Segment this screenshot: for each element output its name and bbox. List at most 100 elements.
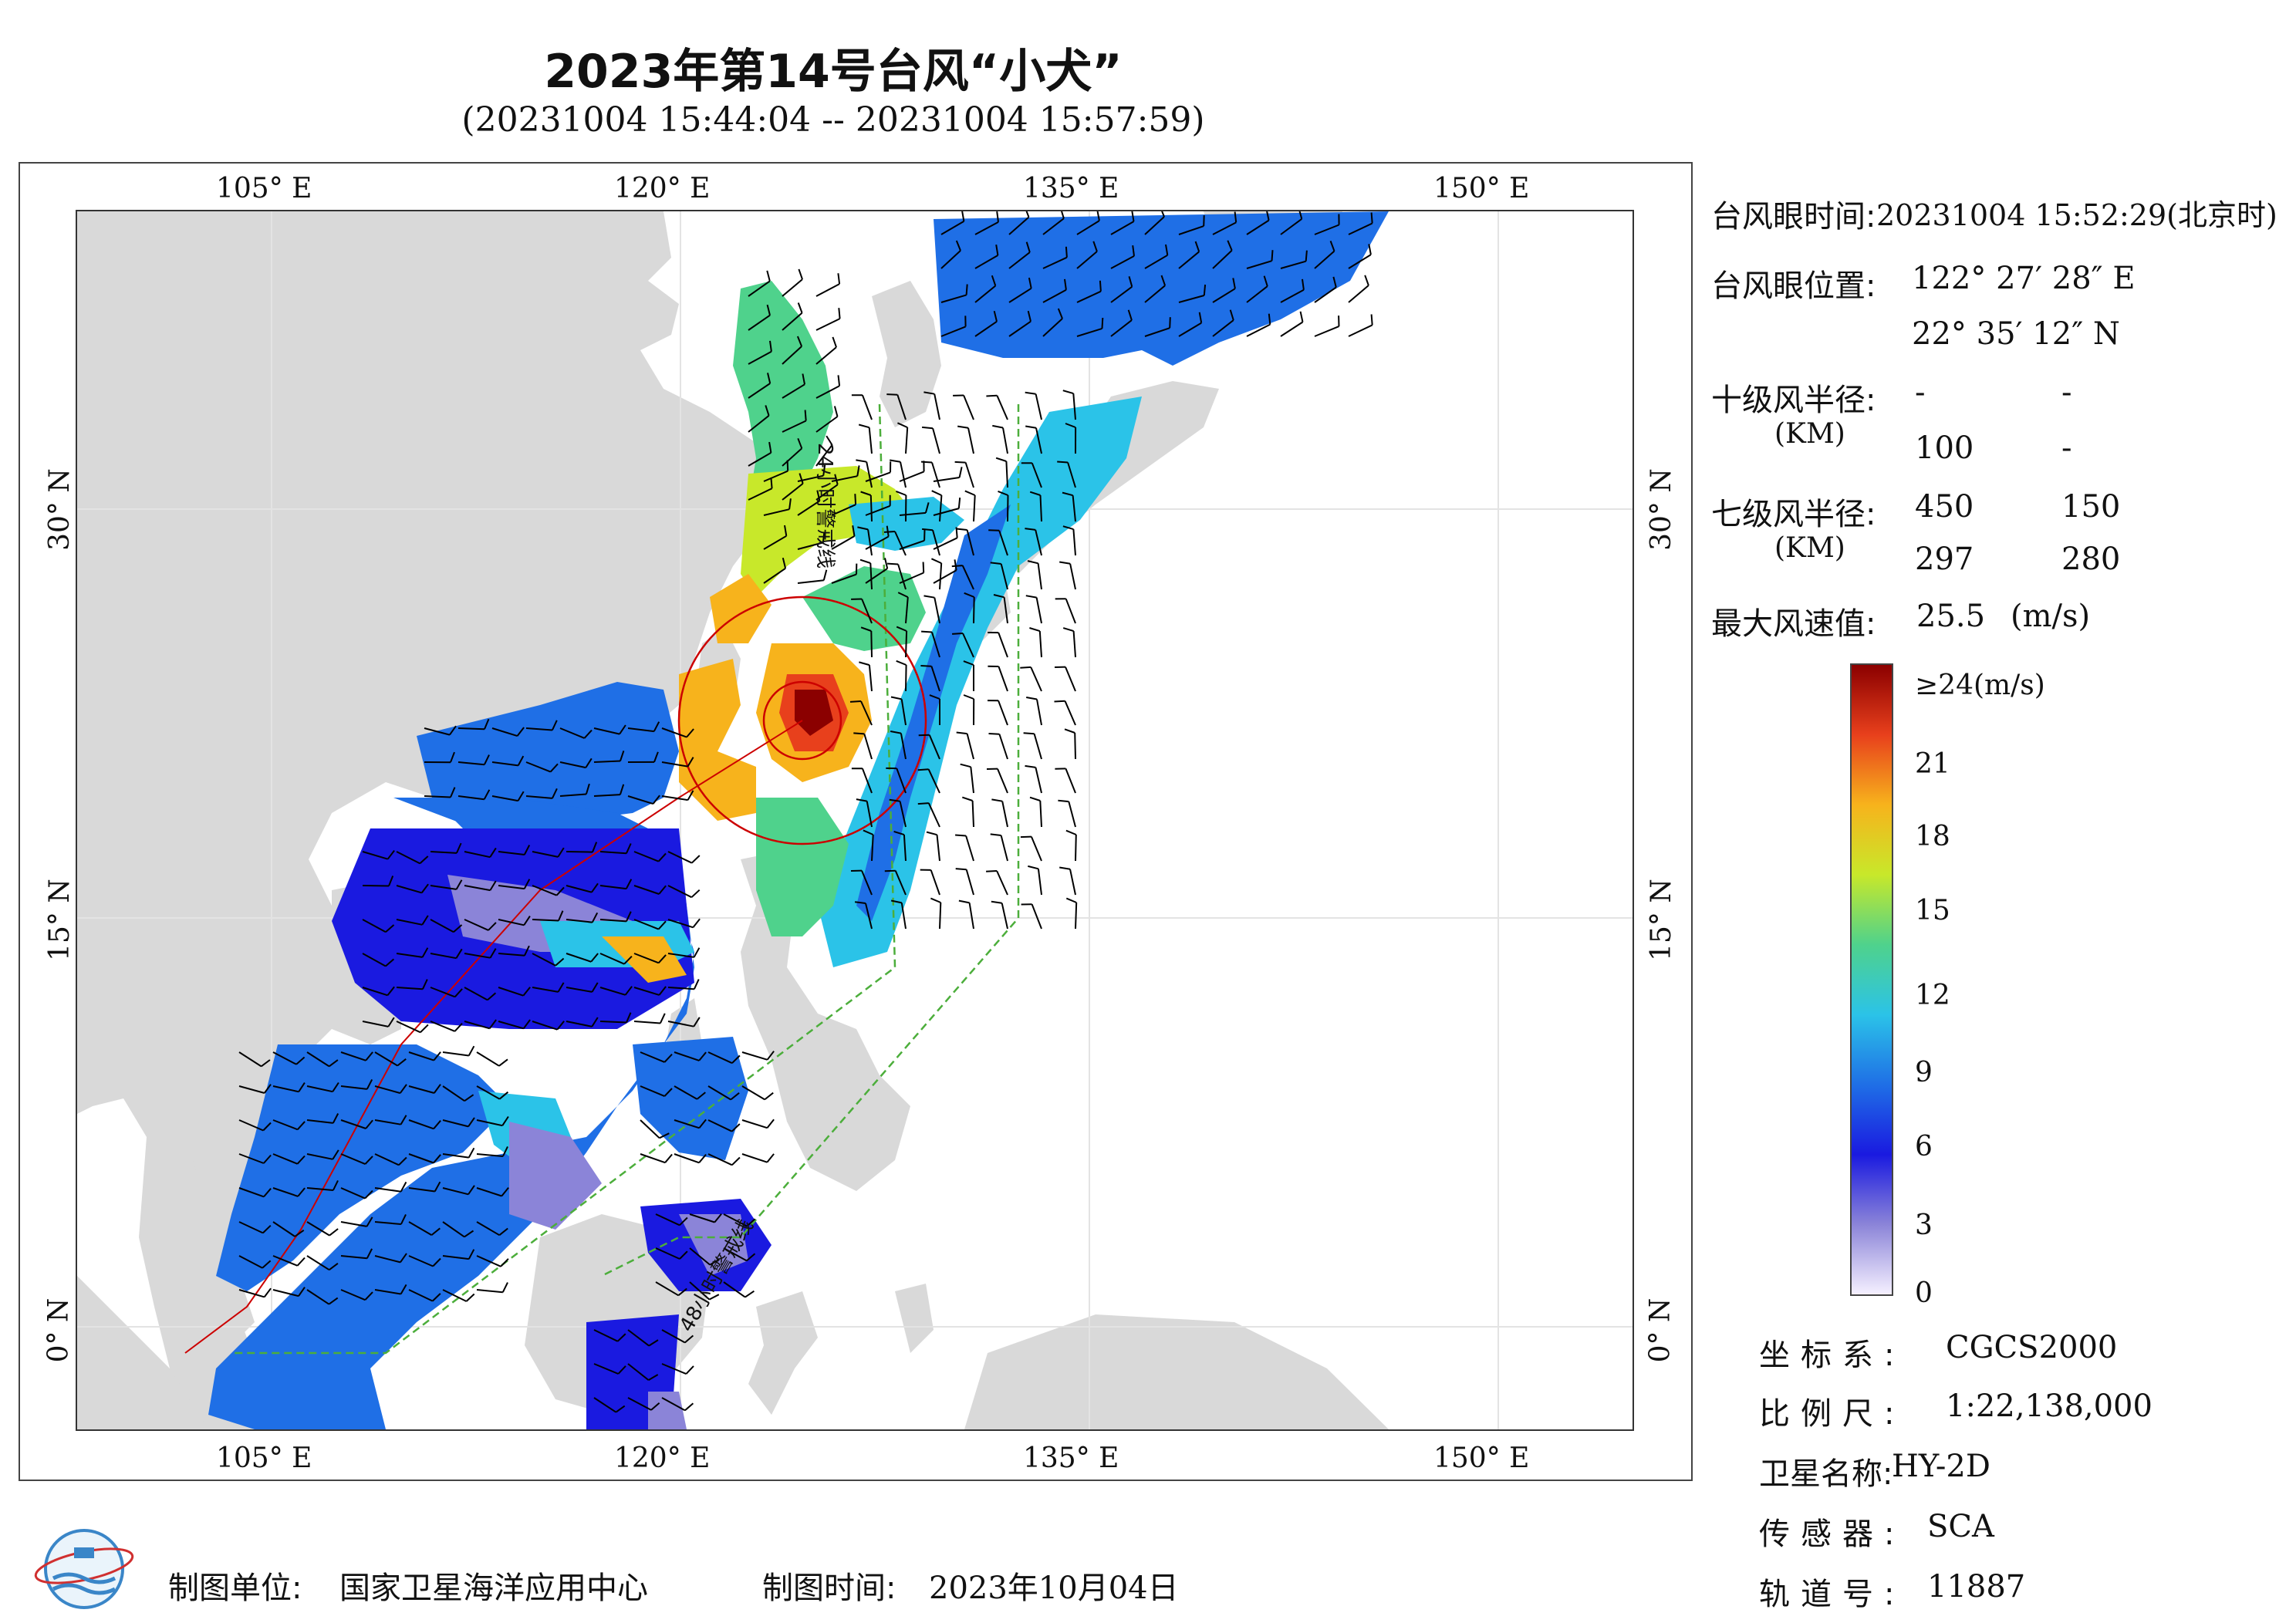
wind-barb-flag: [991, 798, 1003, 802]
wind-barb-flag: [1161, 211, 1165, 218]
wind-barb-flag: [1028, 277, 1032, 289]
wind-barb-flag: [696, 1092, 706, 1100]
wind-barb-flag: [708, 1294, 720, 1301]
sensor-value: SCA: [1927, 1509, 1994, 1544]
wind-barb-flag: [931, 490, 942, 497]
wind-barb: [865, 903, 873, 930]
scale-value: 1:22,138,000: [1946, 1388, 2152, 1424]
wind-barb: [1008, 287, 1032, 303]
wind-barb-flag: [397, 1058, 407, 1067]
wind-barb-flag: [549, 763, 559, 773]
map-frame: [19, 162, 1693, 1481]
wind-barb-flag: [766, 270, 771, 282]
wind-barb-flag: [433, 1051, 441, 1061]
wind-barb: [748, 452, 772, 467]
wind-barb: [272, 1119, 299, 1131]
wind-barb-flag: [788, 498, 792, 510]
wind-barb-flag: [650, 1402, 660, 1411]
wind-barb: [442, 1187, 469, 1196]
wind-barb-flag: [782, 557, 787, 569]
wind-barb-flag: [498, 1227, 508, 1236]
wind-barb-flag: [488, 922, 497, 931]
sensor-label: 传感器:: [1759, 1517, 1906, 1552]
wind-barb-flag: [856, 459, 867, 463]
wind-barb: [1348, 254, 1372, 269]
wind-barb: [1002, 427, 1008, 454]
wind-barb-flag: [487, 992, 497, 1001]
wind-barb: [272, 1153, 298, 1165]
wind-barb-flag: [955, 834, 967, 837]
wind-barb: [306, 1187, 333, 1191]
wind-barb: [741, 1153, 768, 1163]
producer-label: 制图单位:: [168, 1571, 302, 1606]
wind-barb-flag: [849, 700, 862, 703]
wind-barb-flag: [956, 528, 967, 531]
wind-barb: [1037, 563, 1042, 590]
wind-barb: [1031, 462, 1042, 488]
wind-barb-flag: [557, 847, 565, 858]
eye-longitude: 122° 27′ 28″ E: [1912, 261, 2136, 296]
wind-barb-flag: [1065, 829, 1077, 835]
wind-barb: [1031, 903, 1042, 930]
wind-barb-flag: [799, 473, 804, 484]
wind-barb: [362, 851, 388, 860]
wind-barb: [782, 420, 807, 433]
wind-barb: [667, 953, 694, 958]
wind-barb-flag: [693, 979, 700, 990]
wind-barb-flag: [890, 459, 901, 463]
wind-barb: [1076, 220, 1100, 235]
wind-barb: [1246, 285, 1268, 303]
wind-barb: [593, 1329, 619, 1342]
wind-barb-flag: [421, 915, 429, 926]
wind-barb-flag: [364, 1291, 373, 1301]
wind-barb-flag: [837, 273, 841, 285]
wind-barb: [1280, 260, 1306, 269]
wind-barb: [491, 795, 518, 802]
wind-barb-flag: [766, 1051, 775, 1061]
wind-barb: [763, 535, 787, 550]
wind-barb-flag: [432, 1293, 441, 1302]
wind-barb-flag: [615, 1405, 626, 1413]
wind-barb-flag: [1020, 835, 1032, 838]
wind-barb: [374, 1153, 400, 1166]
wind-barb: [970, 767, 974, 794]
wind-barb-flag: [884, 558, 889, 569]
wind-barb: [525, 795, 552, 799]
wind-barb: [374, 1051, 398, 1067]
lat-tick-left-15: 15° N: [43, 879, 76, 961]
wind-barb: [863, 734, 873, 760]
wind-barb: [1314, 250, 1335, 269]
wind-barb: [559, 727, 585, 739]
wind-barb-flag: [802, 373, 805, 385]
wind-barb: [674, 1051, 700, 1061]
wind-barb-flag: [1029, 627, 1041, 633]
wind-barb-flag: [657, 852, 667, 862]
wind-barb: [655, 1247, 680, 1260]
wind-barb-flag: [1059, 561, 1071, 565]
wind-barb-flag: [652, 795, 660, 805]
wind-barb: [797, 500, 820, 516]
wind-barb-flag: [860, 491, 872, 496]
wind-barb: [667, 885, 692, 899]
wind-barb: [748, 280, 771, 297]
wind-barb: [464, 953, 491, 959]
wind-barb: [1036, 699, 1042, 726]
wind-barb: [1001, 801, 1008, 828]
wind-barb: [1348, 285, 1369, 303]
r7-value-sw: 297: [1915, 542, 1974, 577]
wind-barb-flag: [498, 1091, 509, 1100]
wind-barb: [1042, 218, 1065, 235]
wind-barb-flag: [296, 1257, 306, 1267]
wind-barb: [965, 835, 974, 862]
wind-barb-flag: [1028, 865, 1039, 870]
production-time-label: 制图时间:: [762, 1571, 896, 1606]
wind-barb-flag: [1065, 423, 1076, 428]
wind-barb: [238, 1289, 265, 1298]
wind-barb-flag: [523, 916, 531, 926]
wind-barb: [899, 801, 907, 828]
wind-barb: [430, 953, 457, 960]
wind-barb-flag: [433, 1084, 441, 1094]
wind-barb: [967, 427, 974, 454]
wind-barb-flag: [617, 1365, 626, 1375]
wind-barb-flag: [991, 275, 997, 286]
